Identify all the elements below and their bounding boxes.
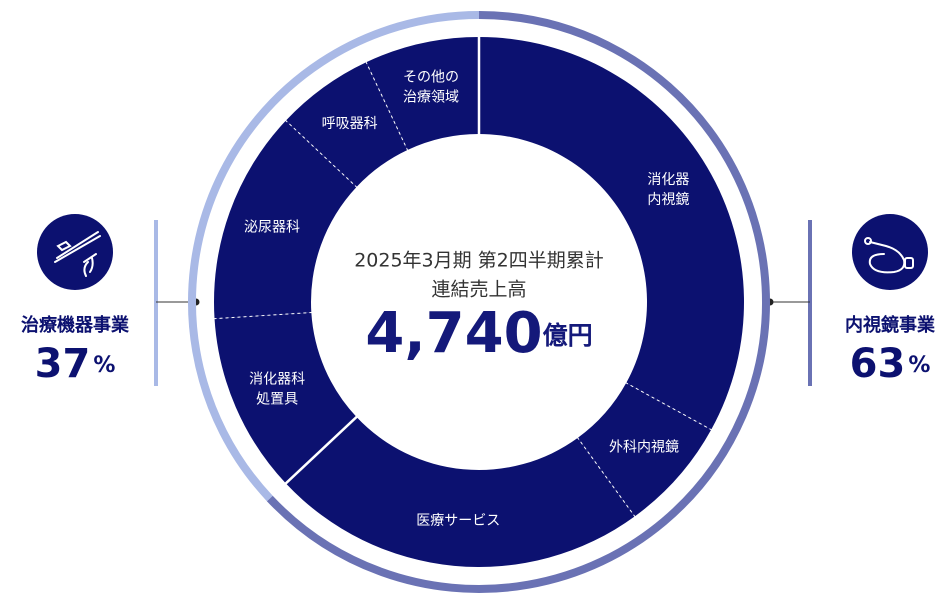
segment-label: 消化器内視鏡 [647,172,689,208]
segment-label-line: 外科内視鏡 [609,439,679,455]
center-title: 2025年3月期 第2四半期累計 [354,250,604,272]
segment-divider [625,382,713,431]
segment-divider [284,415,359,486]
segment-label: その他の治療領域 [403,69,459,105]
group-name: 内視鏡事業 [845,314,936,336]
center-title: 連結売上高 [431,279,526,301]
segment [213,120,357,319]
segment-divider [576,436,636,518]
segment-divider [365,61,409,152]
group-ring [266,11,770,593]
segment-label-line: その他の [403,69,459,85]
segment [214,312,357,484]
segment [285,62,408,187]
segment-divider [284,119,358,189]
group-ring [188,11,480,502]
segment-label-line: 呼吸器科 [322,116,378,132]
group-share: 63% [850,341,931,387]
unit: % [93,353,115,378]
unit: % [908,353,930,378]
therapeutic-icon [37,214,113,290]
segment-label: 泌尿器科 [244,219,300,235]
segment-label: 外科内視鏡 [609,439,679,455]
segment-label-line: 処置具 [256,391,298,407]
group-name: 治療機器事業 [21,314,130,336]
segment [479,37,744,430]
group-share: 37% [35,341,116,387]
segment-label-line: 治療領域 [403,88,459,105]
segment-label: 呼吸器科 [322,116,378,132]
group-value: 63 [850,341,906,387]
segment-label-line: 医療サービス [416,512,500,529]
segment [285,417,635,567]
segment-label-line: 消化器 [647,172,689,188]
segment-label: 消化器科処置具 [249,371,305,407]
total-value: 4,740 [365,301,542,366]
endoscope-icon [852,214,928,290]
segment [577,382,712,517]
center-total: 4,740億円 [365,301,592,366]
total-unit: 億円 [543,321,593,350]
segment-label-line: 泌尿器科 [244,219,300,235]
segment-label-line: 内視鏡 [647,192,689,208]
group-value: 37 [35,341,91,387]
segment-label-line: 消化器科 [249,371,305,387]
segment-divider [213,311,313,320]
segment-label: 医療サービス [416,512,500,529]
